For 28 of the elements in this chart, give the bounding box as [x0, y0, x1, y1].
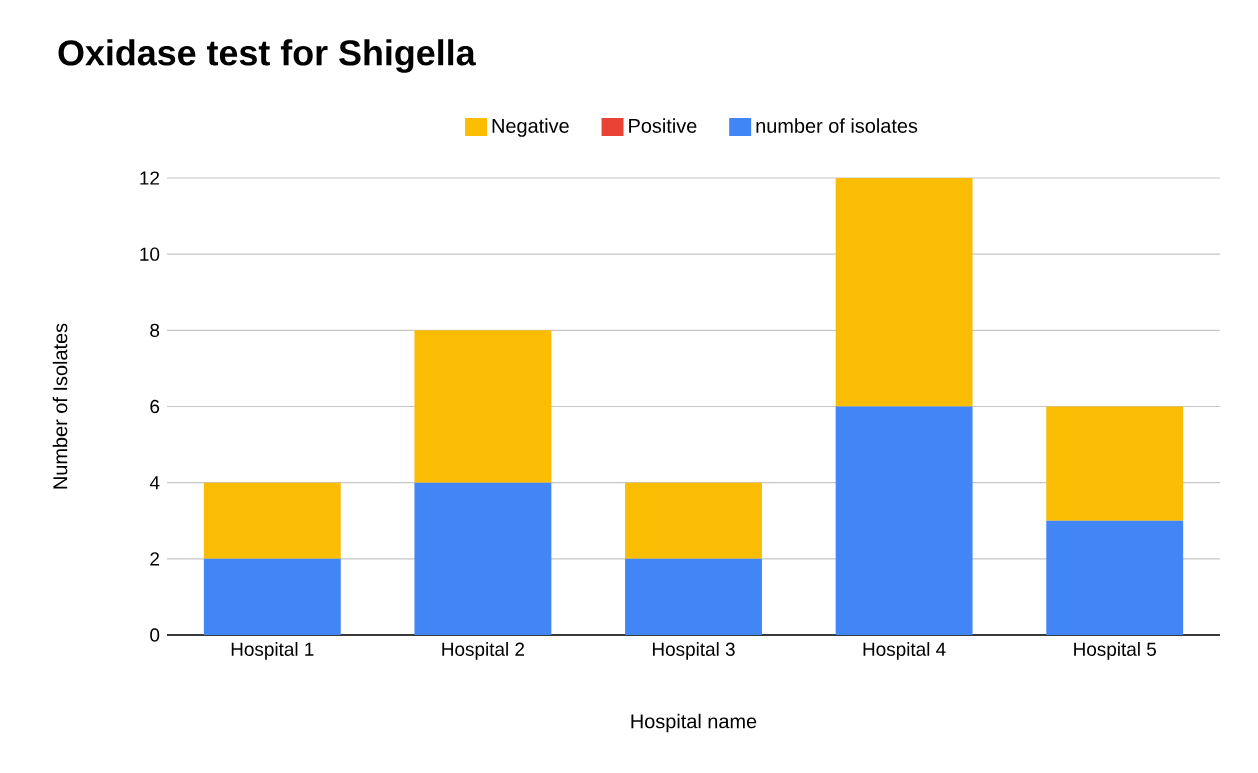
x-tick-label: Hospital 5: [1074, 642, 1156, 660]
bar: [1046, 520, 1184, 635]
y-tick-label: 4: [149, 476, 160, 490]
x-tick-label: Hospital 2: [442, 642, 525, 660]
bar: [625, 482, 762, 559]
bar: [203, 482, 341, 559]
x-axis-title: Hospital name: [631, 713, 757, 733]
bar: [414, 330, 552, 483]
legend-label: number of isolates: [756, 118, 918, 133]
y-tick-label: 6: [150, 399, 160, 414]
bar: [414, 482, 552, 635]
y-tick-label: 12: [140, 171, 160, 185]
legend-label: Positive: [629, 118, 697, 133]
x-tick-label: Hospital 1: [231, 642, 314, 660]
y-tick-label: 2: [150, 552, 160, 566]
bar: [625, 558, 762, 635]
bar: [203, 558, 341, 635]
y-tick-label: 10: [140, 247, 160, 261]
chart-title: Oxidase test for Shigella: [58, 39, 476, 73]
x-tick-label: Hospital 4: [863, 642, 946, 660]
bar: [1046, 406, 1184, 521]
x-tick-label: Hospital 3: [652, 642, 735, 660]
legend-label: Negative: [492, 118, 569, 137]
y-axis-title: Number of Isolates: [52, 323, 68, 489]
y-tick-label: 8: [150, 323, 160, 338]
y-tick-label: 0: [150, 628, 160, 642]
bar: [835, 406, 973, 635]
bar: [835, 177, 973, 407]
